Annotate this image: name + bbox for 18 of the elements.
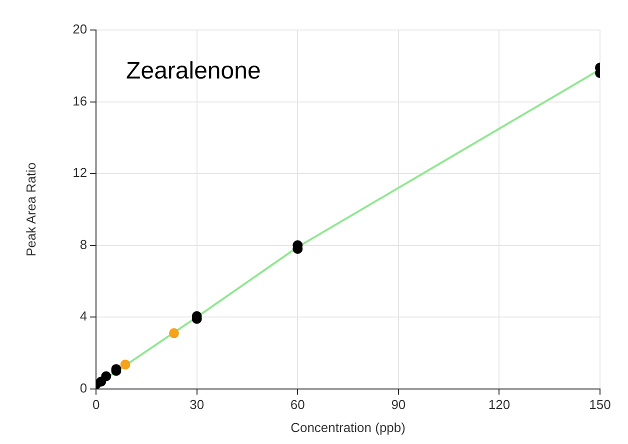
y-tick-label: 8 bbox=[80, 236, 88, 252]
annotation: Zearalenone bbox=[126, 58, 261, 85]
x-tick-label: 0 bbox=[92, 397, 100, 412]
y-tick-label: 16 bbox=[72, 93, 88, 108]
y-tick-label: 12 bbox=[72, 165, 88, 180]
point bbox=[101, 371, 112, 382]
x-tick-label: 60 bbox=[290, 397, 305, 412]
point bbox=[120, 360, 130, 370]
x-tick-label: 30 bbox=[190, 397, 204, 412]
x-axis-title: Concentration (ppb) bbox=[290, 420, 406, 435]
x-tick-label: 150 bbox=[589, 397, 611, 412]
y-tick-label: 4 bbox=[80, 308, 88, 324]
y-tick-label: 20 bbox=[72, 22, 88, 37]
y-axis-title: Peak Area Ratio bbox=[23, 162, 38, 256]
y-tick-label: 0 bbox=[80, 380, 88, 396]
x-tick-label: 120 bbox=[488, 397, 510, 412]
point bbox=[169, 328, 180, 338]
x-tick-label: 90 bbox=[391, 397, 406, 412]
